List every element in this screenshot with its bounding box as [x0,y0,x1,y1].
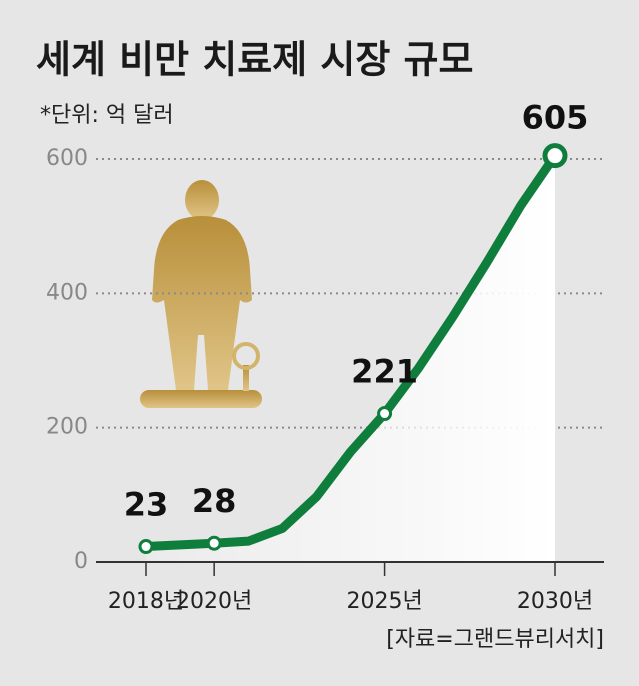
value-label: 28 [192,482,237,520]
x-tick-label: 2018년 [108,589,184,614]
point-marker [542,143,568,169]
point-marker [138,539,154,555]
x-tick-label: 2020년 [176,589,252,614]
point-marker [206,535,222,551]
x-tick-label: 2025년 [346,589,422,614]
x-tick-label: 2030년 [517,589,593,614]
area [146,155,555,562]
chart-title: 세계 비만 치료제 시장 규모 [36,38,473,82]
person-icon [140,180,262,408]
y-tick-label: 400 [46,280,88,305]
subtitle: *단위: 억 달러 [40,103,174,128]
source: [자료=그랜드뷰리서치] [386,627,604,652]
line [141,151,560,552]
value-label: 221 [351,353,418,391]
point-marker [377,406,393,422]
value-label: 605 [522,99,589,137]
y-tick-label: 0 [74,549,88,574]
y-tick-label: 200 [46,415,88,440]
y-tick-label: 600 [46,146,88,171]
value-label: 23 [124,486,169,524]
